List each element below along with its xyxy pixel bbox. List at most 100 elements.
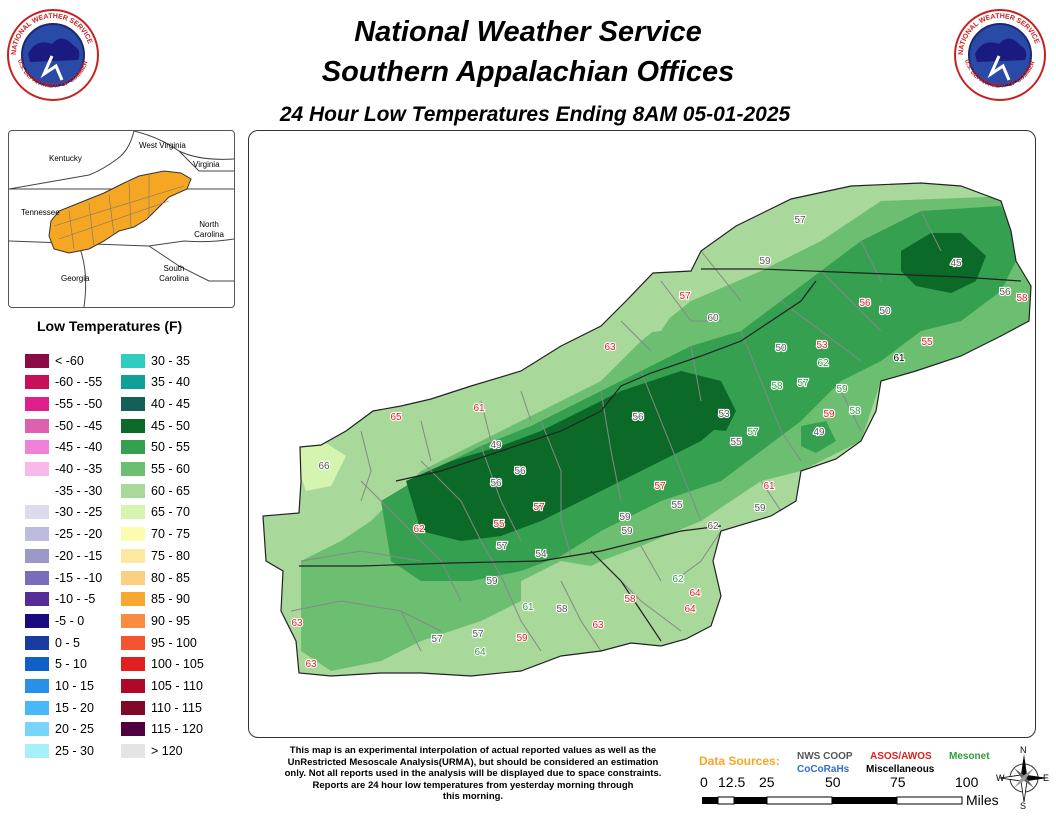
legend-label: -25 - -20 — [55, 527, 103, 542]
legend-swatch — [25, 483, 49, 498]
legend-item: 60 - 65 — [121, 483, 190, 498]
county-line — [600, 390, 622, 502]
compass-e: E — [1043, 773, 1050, 783]
observation-value: 61 — [522, 602, 534, 613]
legend-item: 15 - 20 — [25, 700, 94, 715]
county-line — [480, 445, 522, 542]
observation-value: 61 — [893, 353, 905, 364]
observation-value: 53 — [718, 409, 730, 420]
legend-swatch — [25, 592, 49, 607]
legend-swatch — [121, 744, 145, 759]
county-line — [290, 600, 442, 632]
legend-label: 55 - 60 — [151, 462, 190, 476]
disclaimer-line: This map is an experimental interpolatio… — [289, 745, 657, 756]
legend-item: -40 - -35 — [25, 462, 102, 477]
observation-value: 55 — [921, 337, 933, 348]
legend-item: 110 - 115 — [121, 700, 202, 715]
legend-swatch — [121, 396, 145, 411]
data-sources-label: Data Sources: — [699, 754, 780, 768]
observation-value: 59 — [836, 384, 848, 395]
legend-label: < -60 — [55, 353, 84, 368]
county-line — [300, 550, 422, 562]
legend-item: -50 - -45 — [25, 418, 102, 433]
disclaimer-line: only. Not all reports used in the analys… — [284, 768, 662, 779]
nws-logo-right: NATIONAL WEATHER SERVICE U.S. DEPARTMENT… — [951, 4, 1047, 102]
county-line — [360, 480, 462, 602]
observation-value: 65 — [390, 412, 402, 423]
inset-label-north-carolina: North Carolina — [194, 220, 224, 239]
legend-item: -15 - -10 — [25, 570, 102, 585]
observation-value: 61 — [763, 481, 775, 492]
legend-swatch — [25, 418, 49, 433]
disclaimer-line: Reports are 24 hour low temperatures fro… — [312, 779, 634, 791]
legend-label: 15 - 20 — [55, 700, 94, 715]
county-line — [740, 330, 802, 462]
legend-label: 80 - 85 — [151, 570, 190, 585]
compass-w: W — [996, 773, 1005, 783]
observation-value: 59 — [754, 503, 766, 514]
observation-value: 57 — [679, 291, 691, 302]
legend-item: 20 - 25 — [25, 722, 94, 737]
legend-item: 5 - 10 — [25, 657, 87, 672]
legend-label: 20 - 25 — [55, 722, 94, 737]
legend-swatch — [25, 635, 49, 650]
band-65-70-west — [299, 443, 346, 491]
legend-swatch — [25, 613, 49, 628]
observation-value: 62 — [817, 358, 829, 369]
compass-rose: N E W S — [996, 745, 1052, 811]
scale-unit: Miles — [966, 792, 999, 808]
inset-locator-map: West Virginia Kentucky Virginia Tennesse… — [8, 130, 235, 308]
legend-label: -10 - -5 — [55, 592, 96, 607]
temperature-map: 57 59 45 56 58 57 60 56 50 63 53 55 50 62 61 58 57 59 65 61… — [248, 130, 1036, 738]
observation-value: 59 — [759, 256, 771, 267]
legend-item: 100 - 105 — [121, 657, 204, 672]
county-line — [660, 280, 721, 322]
observation-value: 63 — [305, 659, 317, 670]
county-line — [400, 610, 422, 652]
legend-label: 5 - 10 — [55, 657, 87, 672]
legend-swatch — [25, 462, 49, 476]
observation-value: 56 — [490, 478, 502, 489]
legend-swatch — [25, 353, 49, 368]
observation-value: 64 — [689, 588, 701, 599]
legend-item: 45 - 50 — [121, 418, 190, 433]
inset-label-kentucky: Kentucky — [49, 154, 82, 163]
legend-label: -50 - -45 — [55, 418, 103, 433]
legend-label: -55 - -50 — [55, 396, 103, 411]
observation-value: 49 — [813, 427, 825, 438]
county-line — [560, 580, 602, 652]
legend-swatch — [121, 679, 145, 693]
county-line — [480, 400, 492, 442]
band-45-50-east — [701, 396, 736, 431]
observation-value: 53 — [816, 340, 828, 351]
legend-label: -5 - 0 — [55, 613, 85, 628]
state-line — [701, 268, 1022, 282]
legend-swatch — [121, 505, 145, 520]
observation-value: 58 — [624, 594, 636, 605]
inset-label-georgia: Georgia — [61, 274, 90, 283]
band-60-65-south — [521, 561, 721, 651]
page-title: National Weather Service — [354, 16, 702, 48]
band-45-50-northeast — [901, 233, 986, 293]
source-miscellaneous: Miscellaneous — [866, 764, 935, 775]
legend-swatch — [121, 548, 145, 563]
legend-swatch — [25, 505, 49, 520]
legend-label: -45 - -40 — [55, 440, 103, 455]
legend-swatch — [25, 396, 49, 411]
compass-s: S — [1020, 801, 1027, 811]
legend-swatch — [25, 440, 49, 455]
legend-swatch — [121, 418, 145, 433]
legend-label: 115 - 120 — [151, 722, 203, 737]
legend-swatch — [121, 483, 145, 498]
legend-label: -40 - -35 — [55, 462, 103, 476]
observation-value: 60 — [707, 313, 719, 324]
observation-value: 59 — [621, 526, 633, 537]
legend-label: 45 - 50 — [151, 418, 190, 433]
county-line — [420, 460, 502, 577]
state-borders — [299, 268, 1022, 642]
observation-value: 58 — [556, 604, 568, 615]
legend-item: -5 - 0 — [25, 613, 84, 628]
county-line — [840, 390, 862, 432]
legend-item: 75 - 80 — [121, 548, 190, 563]
legend-item: -30 - -25 — [25, 505, 102, 520]
